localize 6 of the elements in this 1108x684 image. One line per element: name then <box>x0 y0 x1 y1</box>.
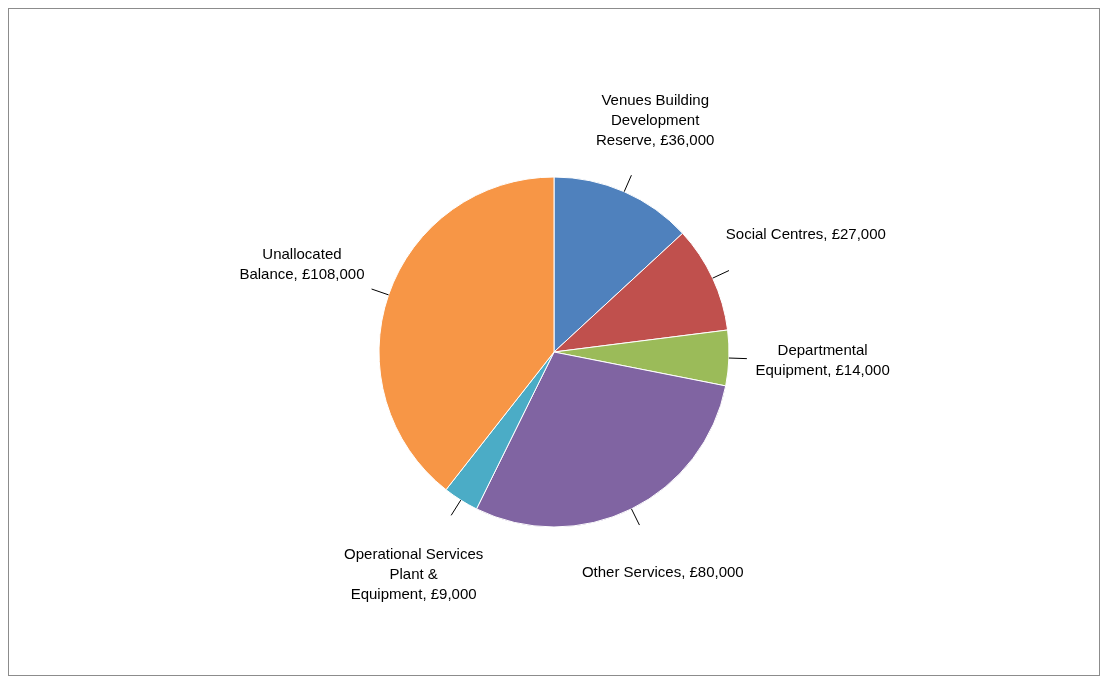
slice-label: Departmental Equipment, £14,000 <box>755 341 890 379</box>
slice-label: Operational Services Plant & Equipment, £9,000 <box>344 545 484 603</box>
slice-label: Social Centres, £27,000 <box>725 224 886 242</box>
slice-label: Venues Building Development Reserve, £36,000 <box>595 91 715 149</box>
slice-label: Other Services, £80,000 <box>581 562 744 580</box>
slice-label: Unallocated Balance, £108,000 <box>239 245 365 283</box>
